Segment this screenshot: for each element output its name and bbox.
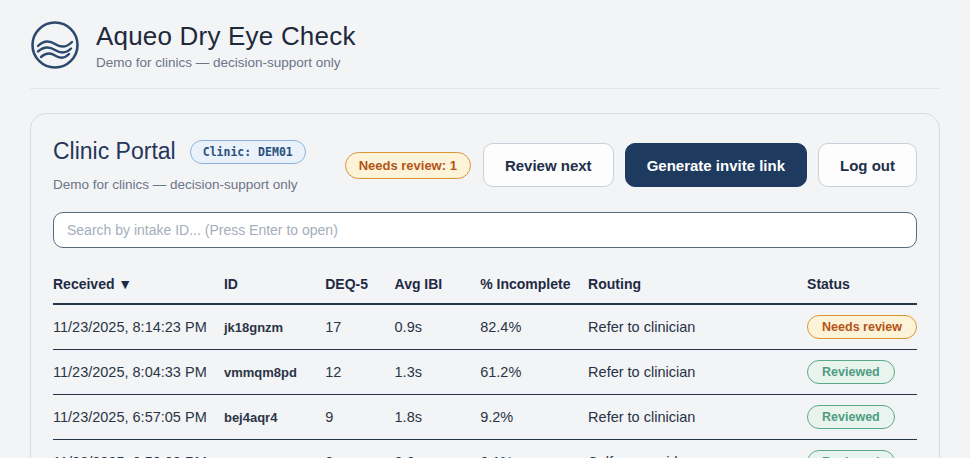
col-header-routing: Routing <box>588 270 807 304</box>
table-row[interactable]: 11/23/2025, 8:14:23 PM jk18gnzm 17 0.9s … <box>53 304 917 350</box>
col-header-id: ID <box>224 270 325 304</box>
portal-subtitle: Demo for clinics — decision-support only <box>53 177 306 192</box>
cell-incomplete: 6.1% <box>480 440 588 458</box>
review-next-button[interactable]: Review next <box>483 143 614 187</box>
cell-avg-ibi: 1.8s <box>395 395 481 440</box>
cell-intake-id: bej4aqr4 <box>224 395 325 440</box>
col-header-received[interactable]: Received ▼ <box>53 270 224 304</box>
app-subtitle: Demo for clinics — decision-support only <box>96 55 356 70</box>
cell-routing: Refer to clinician <box>588 304 807 350</box>
status-badge: Reviewed <box>807 450 895 458</box>
app-header: Aqueo Dry Eye Check Demo for clinics — d… <box>30 20 940 70</box>
cell-intake-id: xq9gywvm <box>224 440 325 458</box>
cell-routing: Self-care guidance <box>588 440 807 458</box>
cell-deq5: 12 <box>325 350 394 395</box>
cell-routing: Refer to clinician <box>588 350 807 395</box>
cell-received: 11/23/2025, 6:50:32 PM <box>53 440 224 458</box>
clinic-portal-card: Clinic Portal Clinic: DEM01 Demo for cli… <box>30 113 940 458</box>
portal-title: Clinic Portal <box>53 138 176 165</box>
waves-logo-icon <box>30 20 80 70</box>
cell-received: 11/23/2025, 8:04:33 PM <box>53 350 224 395</box>
cell-received: 11/23/2025, 8:14:23 PM <box>53 304 224 350</box>
table-row[interactable]: 11/23/2025, 6:50:32 PM xq9gywvm 3 3.2s 6… <box>53 440 917 458</box>
col-header-status: Status <box>807 270 917 304</box>
cell-status: Needs review <box>807 304 917 350</box>
cell-status: Reviewed <box>807 350 917 395</box>
cell-status: Reviewed <box>807 440 917 458</box>
app-title: Aqueo Dry Eye Check <box>96 21 356 52</box>
table-row[interactable]: 11/23/2025, 6:57:05 PM bej4aqr4 9 1.8s 9… <box>53 395 917 440</box>
log-out-button[interactable]: Log out <box>818 143 917 187</box>
table-header-row: Received ▼ ID DEQ-5 Avg IBI % Incomplete… <box>53 270 917 304</box>
status-badge: Reviewed <box>807 405 895 429</box>
page: Aqueo Dry Eye Check Demo for clinics — d… <box>0 0 970 458</box>
col-header-avg-ibi: Avg IBI <box>395 270 481 304</box>
table-row[interactable]: 11/23/2025, 8:04:33 PM vmmqm8pd 12 1.3s … <box>53 350 917 395</box>
cell-deq5: 3 <box>325 440 394 458</box>
cell-incomplete: 9.2% <box>480 395 588 440</box>
cell-routing: Refer to clinician <box>588 395 807 440</box>
header-divider <box>30 88 940 89</box>
cell-intake-id: jk18gnzm <box>224 304 325 350</box>
cell-deq5: 9 <box>325 395 394 440</box>
card-header: Clinic Portal Clinic: DEM01 Demo for cli… <box>53 138 917 192</box>
search-input[interactable] <box>53 212 917 248</box>
cell-incomplete: 61.2% <box>480 350 588 395</box>
cell-avg-ibi: 1.3s <box>395 350 481 395</box>
cell-received: 11/23/2025, 6:57:05 PM <box>53 395 224 440</box>
cell-status: Reviewed <box>807 395 917 440</box>
needs-review-count-badge: Needs review: 1 <box>345 152 471 179</box>
intake-table: Received ▼ ID DEQ-5 Avg IBI % Incomplete… <box>53 270 917 458</box>
generate-invite-link-button[interactable]: Generate invite link <box>625 143 807 187</box>
cell-deq5: 17 <box>325 304 394 350</box>
status-badge: Needs review <box>807 315 917 339</box>
cell-intake-id: vmmqm8pd <box>224 350 325 395</box>
app-titles: Aqueo Dry Eye Check Demo for clinics — d… <box>96 21 356 70</box>
col-header-incomplete: % Incomplete <box>480 270 588 304</box>
card-actions: Needs review: 1 Review next Generate inv… <box>345 143 917 187</box>
cell-avg-ibi: 0.9s <box>395 304 481 350</box>
col-header-deq5: DEQ-5 <box>325 270 394 304</box>
clinic-id-badge: Clinic: DEM01 <box>190 140 306 164</box>
status-badge: Reviewed <box>807 360 895 384</box>
cell-avg-ibi: 3.2s <box>395 440 481 458</box>
cell-incomplete: 82.4% <box>480 304 588 350</box>
